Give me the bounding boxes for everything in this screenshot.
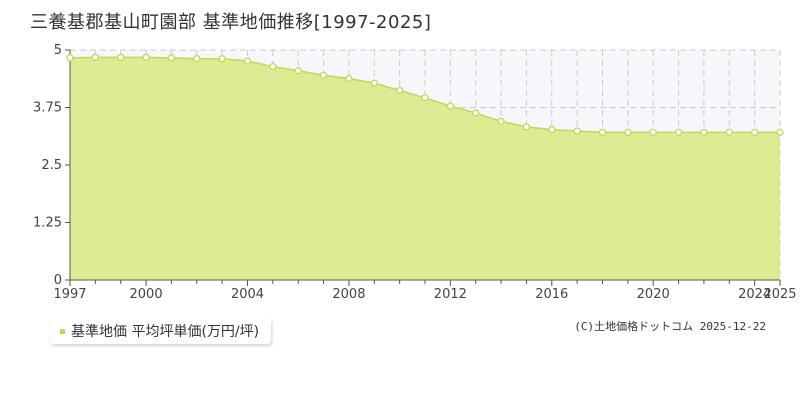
data-point	[472, 109, 480, 117]
data-point	[218, 55, 226, 63]
x-tick-label: 2012	[434, 287, 467, 302]
area-fill	[70, 57, 780, 280]
data-point	[522, 123, 531, 131]
y-tick-label: 3.75	[33, 101, 62, 116]
y-tick-label: 2.5	[41, 158, 62, 173]
legend-label: 基準地価 平均坪単価(万円/坪)	[71, 324, 260, 340]
data-point	[649, 128, 657, 136]
data-point	[497, 117, 505, 125]
data-point	[294, 67, 302, 75]
data-point	[548, 125, 556, 134]
data-point	[370, 79, 378, 87]
data-point	[700, 128, 708, 136]
y-tick-label: 0	[54, 273, 62, 288]
x-tick-label: 2004	[231, 287, 264, 302]
x-tick-label: 2008	[332, 287, 365, 302]
copyright-text: (C)土地価格ドットコム 2025-12-22	[574, 320, 766, 333]
x-tick-label: 1997	[53, 287, 86, 302]
data-point	[193, 55, 201, 63]
data-point	[674, 128, 683, 136]
data-point	[117, 53, 125, 62]
legend-swatch	[60, 328, 65, 334]
data-point	[573, 127, 581, 135]
data-point	[243, 57, 252, 65]
data-point	[142, 53, 150, 62]
x-tick-label: 2016	[535, 287, 568, 302]
y-tick-label: 1.25	[33, 216, 62, 231]
data-point	[345, 74, 353, 83]
y-tick-label: 5	[54, 43, 62, 58]
data-point	[624, 128, 632, 136]
data-point	[319, 71, 328, 79]
x-tick-label: 2024	[738, 287, 771, 302]
axes	[65, 49, 781, 286]
x-tick-label: 2025	[763, 287, 796, 302]
data-point	[421, 94, 429, 102]
data-point	[66, 54, 74, 62]
data-point	[750, 128, 759, 136]
x-tick-label: 2000	[130, 287, 163, 302]
data-point	[725, 128, 733, 136]
data-markers	[66, 53, 784, 136]
data-point	[598, 128, 607, 136]
data-point	[91, 53, 100, 62]
legend: 基準地価 平均坪単価(万円/坪)	[50, 318, 272, 344]
data-point	[269, 62, 277, 71]
x-tick-label: 2020	[637, 287, 670, 302]
data-point	[167, 54, 176, 62]
page-title: 三養基郡基山町園部 基準地価推移[1997-2025]	[30, 12, 432, 33]
data-point	[395, 86, 404, 95]
y-tick-labels: 0 1.25 2.5 3.75 5	[33, 43, 62, 288]
data-point	[776, 128, 784, 136]
data-point	[446, 102, 455, 110]
